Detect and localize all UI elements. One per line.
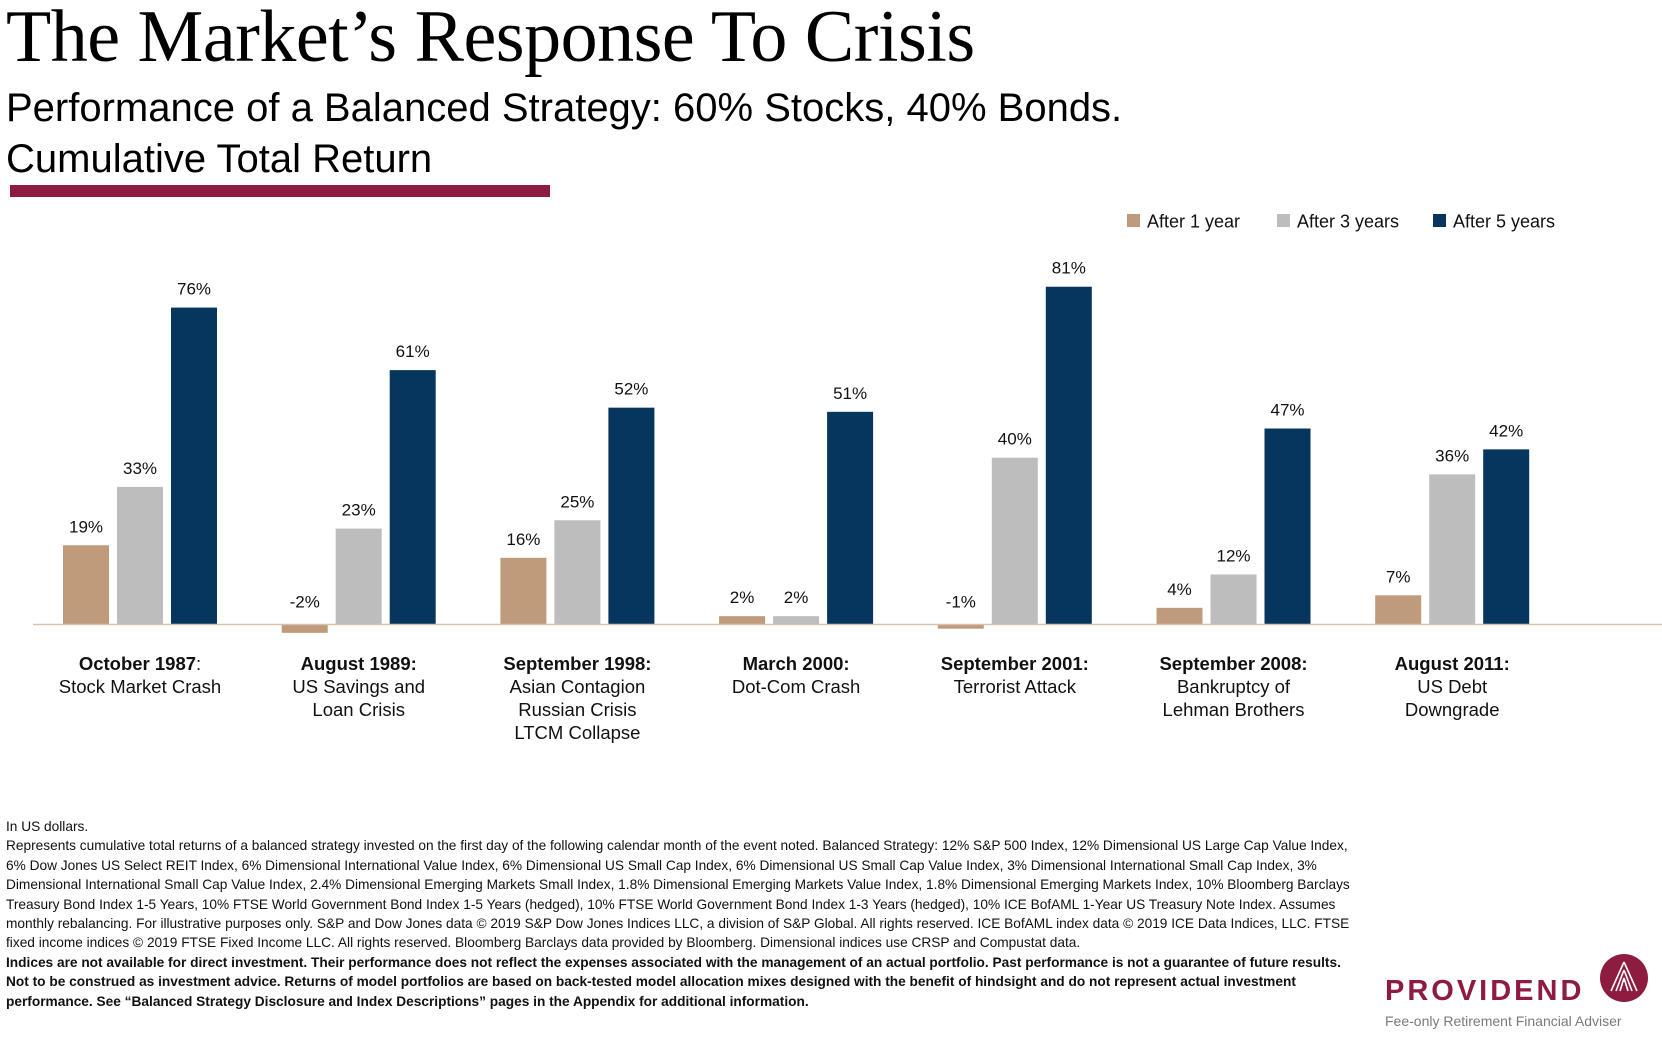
bar	[608, 407, 655, 625]
bar	[500, 557, 547, 625]
bar	[63, 545, 109, 625]
category-sublabel: Asian Contagion	[510, 676, 646, 697]
subtitle-line-2: Cumulative Total Return	[6, 137, 433, 181]
title-accent-rule	[10, 185, 550, 197]
providend-logo: PROVIDEND Fee-only Retirement Financial …	[1382, 953, 1652, 1033]
data-label: -2%	[290, 593, 320, 612]
bar	[1375, 595, 1422, 625]
category-label: September 2008:	[1159, 653, 1307, 674]
category-label: October 1987:	[79, 653, 201, 674]
category-label: March 2000:	[743, 653, 850, 674]
data-label: 81%	[1052, 259, 1086, 278]
bar-chart: After 1 year After 3 years After 5 years 1…	[33, 212, 1662, 743]
category-sublabel: US Debt	[1417, 676, 1487, 697]
data-label: -1%	[946, 593, 976, 612]
data-label: 36%	[1435, 446, 1469, 465]
bar	[1429, 474, 1476, 625]
bar	[827, 411, 874, 625]
category-labels: October 1987:Stock Market Crash August 19…	[59, 653, 1510, 743]
data-label: 23%	[342, 501, 376, 520]
category-label: August 1989:	[301, 653, 417, 674]
data-label: 2%	[730, 588, 755, 607]
data-label: 12%	[1216, 546, 1250, 565]
bar	[991, 457, 1038, 625]
category-sublabel: LTCM Collapse	[514, 722, 640, 743]
chart-legend: After 1 year After 3 years After 5 years	[1127, 212, 1555, 232]
category-sublabel: Downgrade	[1405, 699, 1500, 720]
category-sublabel: Dot-Com Crash	[732, 676, 861, 697]
logo-tagline: Fee-only Retirement Financial Adviser	[1385, 1013, 1622, 1029]
data-label: 4%	[1167, 580, 1192, 599]
bar	[1210, 574, 1257, 625]
legend-swatch	[1277, 214, 1290, 227]
providend-peak-icon	[1600, 954, 1648, 1002]
bar	[554, 520, 601, 625]
legend-label: After 3 years	[1297, 212, 1399, 232]
legend-swatch	[1127, 214, 1140, 227]
data-label: 52%	[614, 380, 648, 399]
data-label: 51%	[833, 384, 867, 403]
subtitle-line-1: Performance of a Balanced Strategy: 60% …	[6, 86, 1123, 130]
logo-wordmark: PROVIDEND	[1385, 975, 1585, 1007]
data-label: 25%	[560, 492, 594, 511]
category-label: August 2011:	[1395, 653, 1510, 674]
category-sublabel: Russian Crisis	[518, 699, 636, 720]
footnotes: In US dollars. Represents cumulative tot…	[6, 817, 1356, 1011]
bar	[171, 307, 217, 625]
bar	[1483, 449, 1530, 625]
bar	[1045, 286, 1092, 625]
category-sublabel: Bankruptcy of	[1177, 676, 1291, 697]
category-label: September 2001:	[941, 653, 1089, 674]
category-sublabel: Lehman Brothers	[1163, 699, 1305, 720]
footnote-disclaimer: Indices are not available for direct inv…	[6, 954, 1341, 1009]
data-label: 2%	[784, 588, 809, 607]
bar	[937, 624, 984, 629]
category-sublabel: Loan Crisis	[312, 699, 405, 720]
page-title: The Market’s Response To Crisis	[6, 0, 975, 78]
data-label: 40%	[998, 430, 1032, 449]
data-label: 47%	[1270, 401, 1304, 420]
bar	[1156, 607, 1203, 625]
bar	[389, 370, 436, 625]
footnote-methodology: Represents cumulative total returns of a…	[6, 838, 1350, 951]
bar	[719, 616, 766, 625]
bar	[335, 528, 382, 625]
data-label: 61%	[396, 342, 430, 361]
data-label: 7%	[1386, 567, 1411, 586]
bar	[1264, 428, 1311, 625]
bar	[117, 486, 163, 625]
data-label: 76%	[177, 280, 211, 299]
chart-bars: 19% 33% 76% -2% 23% 61% 16% 25% 52% 2% 2% 51% -1% 40%…	[63, 259, 1530, 633]
data-label: 42%	[1489, 421, 1523, 440]
category-sublabel: Stock Market Crash	[59, 676, 221, 697]
legend-label: After 5 years	[1453, 212, 1555, 232]
data-label: 19%	[69, 517, 103, 536]
category-label: September 1998:	[503, 653, 651, 674]
bar	[773, 616, 820, 625]
bar	[281, 624, 328, 633]
data-label: 16%	[506, 530, 540, 549]
category-sublabel: Terrorist Attack	[954, 676, 1077, 697]
legend-swatch	[1433, 214, 1446, 227]
data-label: 33%	[123, 459, 157, 478]
footnote-currency: In US dollars.	[6, 819, 89, 834]
category-sublabel: US Savings and	[292, 676, 425, 697]
legend-label: After 1 year	[1147, 212, 1240, 232]
